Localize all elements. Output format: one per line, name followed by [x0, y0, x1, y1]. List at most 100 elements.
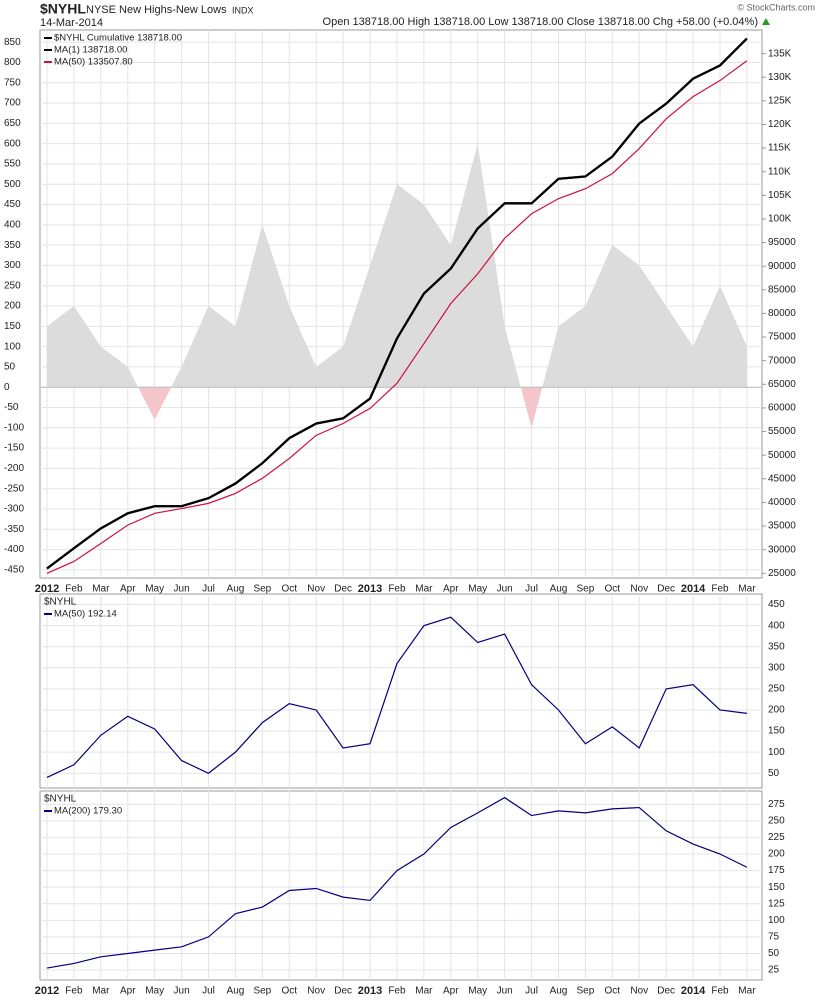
x-tick-label: Mar [92, 584, 110, 595]
x-tick-label: Jul [202, 986, 215, 997]
y2-tick-label: 120K [768, 119, 792, 130]
y-tick-label: -350 [4, 524, 24, 535]
y2-tick-label: 80000 [768, 308, 796, 319]
x-tick-label: 2014 [681, 985, 706, 997]
y-tick-label: 400 [4, 219, 21, 230]
y-tick-label: 450 [768, 599, 785, 610]
x-tick-label: Oct [281, 584, 297, 595]
x-tick-label: Oct [605, 584, 621, 595]
x-tick-label: Sep [577, 584, 595, 595]
y-tick-label: 300 [768, 662, 785, 673]
y2-tick-label: 95000 [768, 237, 796, 248]
x-tick-label: Feb [388, 986, 406, 997]
x-tick-label: Mar [415, 584, 433, 595]
legend-label: MA(200) 179.30 [54, 806, 122, 817]
y-tick-label: 50 [768, 768, 780, 779]
x-tick-label: Sep [253, 584, 271, 595]
y-tick-label: 75 [768, 932, 780, 943]
x-tick-label: Dec [657, 986, 675, 997]
y-tick-label: -200 [4, 463, 24, 474]
plot-frame [39, 29, 763, 579]
y2-tick-label: 25000 [768, 568, 796, 579]
y2-tick-label: 75000 [768, 332, 796, 343]
security-name: NYSE New Highs-New Lows [86, 4, 227, 16]
y-tick-label: -450 [4, 565, 24, 576]
x-tick-label: Oct [281, 986, 297, 997]
y-tick-label: 150 [768, 882, 785, 893]
x-tick-label: Aug [227, 986, 245, 997]
y2-tick-label: 65000 [768, 379, 796, 390]
y-tick-label: 450 [4, 199, 21, 210]
x-tick-label: Apr [120, 584, 136, 595]
y2-tick-label: 60000 [768, 403, 796, 414]
y2-tick-label: 30000 [768, 544, 796, 555]
y-tick-label: 225 [768, 832, 785, 843]
y2-tick-label: 45000 [768, 473, 796, 484]
y2-tick-label: 115K [768, 143, 791, 154]
y2-tick-label: 85000 [768, 284, 796, 295]
x-tick-label: Nov [630, 584, 648, 595]
x-tick-label: Sep [577, 986, 595, 997]
y-tick-label: 250 [768, 815, 785, 826]
y-tick-label: 400 [768, 620, 785, 631]
y2-tick-label: 125K [768, 96, 792, 107]
y-tick-label: 150 [768, 726, 785, 737]
exchange: INDX [232, 5, 254, 15]
y2-tick-label: 40000 [768, 497, 796, 508]
symbol: $NYHL [40, 1, 86, 17]
x-tick-label: Dec [334, 986, 352, 997]
x-tick-label: May [145, 986, 164, 997]
y-tick-label: 200 [768, 705, 785, 716]
y-tick-label: 275 [768, 799, 785, 810]
x-tick-label: May [145, 584, 164, 595]
x-tick-label: Dec [334, 584, 352, 595]
y-tick-label: 125 [768, 898, 785, 909]
x-tick-label: Mar [738, 986, 756, 997]
x-tick-label: Apr [443, 986, 459, 997]
x-tick-label: Jul [525, 584, 538, 595]
legend-label: MA(50) 133507.80 [54, 57, 133, 68]
y-tick-label: 350 [768, 641, 785, 652]
y2-tick-label: 100K [768, 214, 792, 225]
y-tick-label: -400 [4, 544, 24, 555]
y-tick-label: 25 [768, 965, 780, 976]
y2-tick-label: 135K [768, 48, 792, 59]
x-tick-label: Aug [227, 584, 245, 595]
x-tick-label: Feb [711, 986, 729, 997]
x-tick-label: 2013 [358, 985, 382, 997]
x-tick-label: Feb [711, 584, 729, 595]
y-tick-label: 700 [4, 98, 21, 109]
x-tick-label: Jun [174, 584, 190, 595]
y-tick-label: 800 [4, 57, 21, 68]
y-tick-label: 200 [768, 849, 785, 860]
y2-tick-label: 70000 [768, 355, 796, 366]
plot-frame [39, 790, 763, 981]
y-tick-label: 500 [4, 179, 21, 190]
legend-label: MA(1) 138718.00 [54, 45, 127, 56]
legend-label: $NYHL Cumulative 138718.00 [54, 33, 182, 44]
x-tick-label: Apr [120, 986, 136, 997]
panel-label: $NYHL [44, 597, 77, 608]
x-tick-label: Jun [174, 986, 190, 997]
y-tick-label: 750 [4, 77, 21, 88]
x-tick-label: Apr [443, 584, 459, 595]
y2-tick-label: 130K [768, 72, 792, 83]
x-tick-label: Jun [497, 986, 513, 997]
x-tick-label: Mar [738, 584, 756, 595]
y-tick-label: 200 [4, 301, 21, 312]
y-tick-label: 0 [4, 382, 10, 393]
x-tick-label: Oct [605, 986, 621, 997]
quote: Open 138718.00 High 138718.00 Low 138718… [323, 16, 758, 28]
y2-tick-label: 90000 [768, 261, 796, 272]
y-tick-label: 850 [4, 37, 21, 48]
y-tick-label: -250 [4, 483, 24, 494]
y2-tick-label: 110K [768, 166, 791, 177]
y-tick-label: 50 [768, 948, 780, 959]
y-tick-label: 100 [4, 341, 21, 352]
y-tick-label: 650 [4, 118, 21, 129]
x-tick-label: Nov [307, 986, 325, 997]
x-tick-label: 2014 [681, 583, 706, 595]
y-tick-label: 50 [4, 362, 16, 373]
y-tick-label: 350 [4, 240, 21, 251]
y-tick-label: 175 [768, 865, 785, 876]
